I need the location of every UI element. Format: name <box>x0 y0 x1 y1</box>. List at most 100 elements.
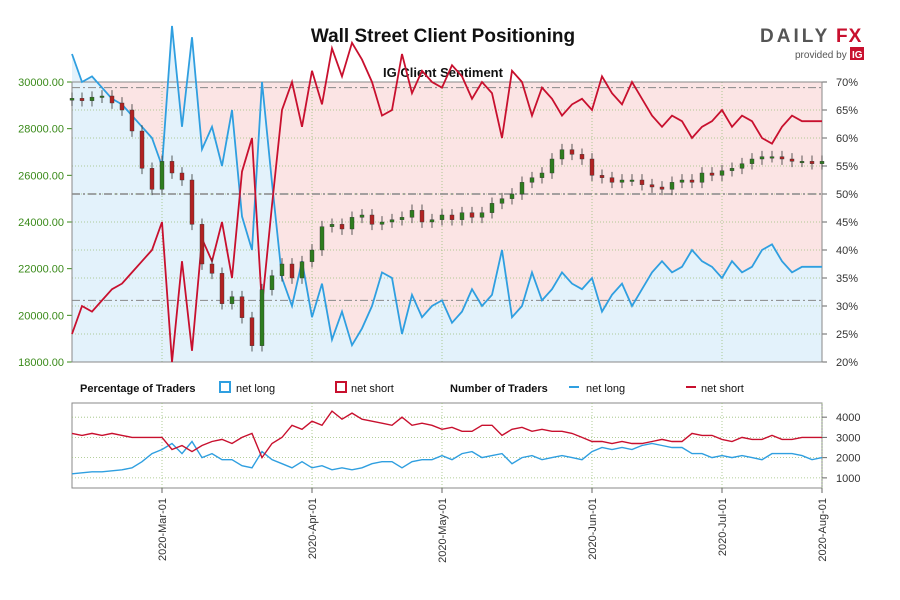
logo-badge: IG <box>852 50 863 61</box>
candle-body <box>429 219 435 223</box>
candle-body <box>549 158 555 174</box>
candle-body <box>749 158 755 164</box>
candle-body <box>89 96 95 101</box>
candle-body <box>399 217 405 220</box>
legend: Percentage of Traders net long net short… <box>80 381 744 395</box>
left-tick-label: 20000.00 <box>18 310 64 322</box>
candle-body <box>679 179 685 183</box>
count-long-line <box>71 440 823 475</box>
candle-body <box>579 154 585 160</box>
legend-num-short: net short <box>701 383 744 395</box>
right-tick-label: 70% <box>836 77 858 89</box>
right-tick-label: 35% <box>836 273 858 285</box>
candle-body <box>369 214 375 225</box>
trader-count-panel: 1000 2000 3000 4000 2020-Mar-01 2020-Apr-01 20… <box>71 402 860 563</box>
logo-badge-bg <box>850 47 864 60</box>
right-tick-label: 60% <box>836 133 858 145</box>
candle-body <box>299 261 305 279</box>
logo-provided: provided by <box>795 50 847 61</box>
right-tick-label: 25% <box>836 329 858 341</box>
candle-body <box>349 217 355 230</box>
candle-body <box>379 221 385 225</box>
candle-body <box>419 210 425 223</box>
candle-body <box>79 98 85 101</box>
candle-body <box>739 163 745 169</box>
net-short-line <box>71 40 822 363</box>
candle-body <box>289 263 295 279</box>
candle-body <box>179 172 185 181</box>
candle-body <box>109 95 115 104</box>
candle-body <box>569 149 575 155</box>
candle-body <box>69 98 75 101</box>
candle-body <box>759 156 765 160</box>
right-tick-label: 45% <box>836 217 858 229</box>
candle-body <box>189 179 195 225</box>
left-tick-label: 28000.00 <box>18 124 64 136</box>
candle-body <box>239 296 245 318</box>
sub-tick-label: 4000 <box>836 412 860 424</box>
candle-body <box>639 179 645 185</box>
candle-body <box>459 212 465 220</box>
main-frame <box>71 81 823 363</box>
candle-body <box>489 203 495 213</box>
candle-body <box>99 95 105 98</box>
x-tick-label: 2020-Jul-01 <box>717 498 729 556</box>
legend-pct-long: net long <box>236 383 275 395</box>
sub-frame <box>71 402 823 489</box>
x-tick-label: 2020-Aug-01 <box>817 498 829 562</box>
right-tick-label: 40% <box>836 245 858 257</box>
candle-body <box>509 193 515 199</box>
candle-body <box>659 186 665 190</box>
candle-body <box>479 212 485 218</box>
legend-pct-short: net short <box>351 383 394 395</box>
candle-body <box>699 172 705 183</box>
candle-body <box>769 156 775 159</box>
candle-body <box>559 149 565 160</box>
right-tick-label: 30% <box>836 301 858 313</box>
candle-body <box>169 161 175 174</box>
candle-body <box>619 179 625 183</box>
candle-body <box>719 170 725 176</box>
logo-fx: FX <box>836 26 862 47</box>
candle-body <box>629 179 635 182</box>
candle-body <box>219 273 225 304</box>
candle-body <box>119 102 125 111</box>
candle-body <box>809 161 815 164</box>
legend-num-long: net long <box>586 383 625 395</box>
candle-body <box>339 224 345 230</box>
candle-body <box>669 182 675 190</box>
left-tick-label: 22000.00 <box>18 264 64 276</box>
legend-pct-long-swatch <box>219 381 231 393</box>
chart-title: Wall Street Client Positioning <box>311 26 575 47</box>
candle-body <box>789 158 795 162</box>
candle-body <box>209 263 215 274</box>
net-long-line <box>71 25 822 348</box>
legend-pct-short-swatch <box>335 381 347 393</box>
candle-body <box>709 172 715 176</box>
left-tick-label: 30000.00 <box>18 77 64 89</box>
candle-body <box>409 210 415 218</box>
chart-subtitle: IG Client Sentiment <box>383 65 504 80</box>
candle-body <box>279 263 285 276</box>
count-short-line <box>71 410 822 460</box>
left-tick-label: 24000.00 <box>18 217 64 229</box>
x-tick-label: 2020-May-01 <box>437 498 449 563</box>
candle-body <box>539 172 545 178</box>
candle-body <box>649 184 655 188</box>
right-tick-label: 50% <box>836 189 858 201</box>
candle-body <box>469 212 475 218</box>
candle-body <box>689 179 695 183</box>
candle-body <box>609 177 615 183</box>
candle-body <box>229 296 235 304</box>
candle-body <box>319 226 325 251</box>
x-tick-label: 2020-Mar-01 <box>157 498 169 561</box>
x-tick-label: 2020-Apr-01 <box>307 498 319 559</box>
candle-body <box>249 317 255 346</box>
legend-pct-title: Percentage of Traders <box>80 383 196 395</box>
candle-body <box>259 289 265 346</box>
candle-body <box>529 177 535 183</box>
right-tick-label: 20% <box>836 357 858 369</box>
candle-body <box>439 214 445 220</box>
left-tick-label: 26000.00 <box>18 170 64 182</box>
x-tick-label: 2020-Jun-01 <box>587 498 599 560</box>
